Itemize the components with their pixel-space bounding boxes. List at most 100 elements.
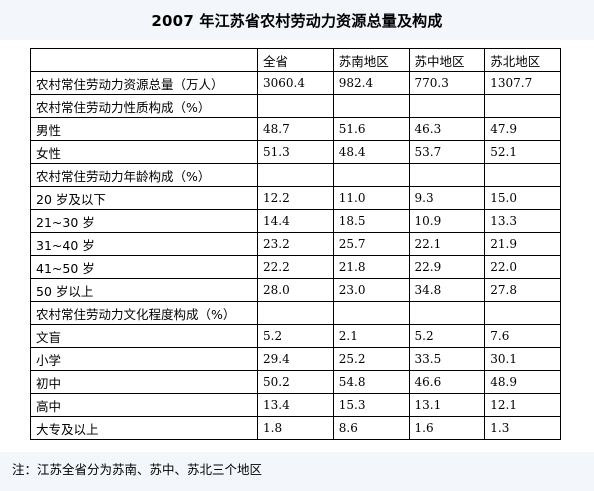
value-cell: 13.1 <box>408 393 486 417</box>
data-table: 全省 苏南地区 苏中地区 苏北地区 农村常住劳动力资源总量（万人） 3060.4 9… <box>30 48 561 440</box>
row-label-cell: 高中 <box>30 393 258 417</box>
row-label-cell: 大专及以上 <box>30 416 258 440</box>
value-cell <box>257 163 334 187</box>
value-cell: 22.1 <box>408 232 486 256</box>
row-label-cell: 农村常住劳动力资源总量（万人） <box>30 71 258 95</box>
value-cell: 46.3 <box>408 117 486 141</box>
value-cell: 11.0 <box>332 186 410 210</box>
title-band <box>0 0 594 40</box>
table-body: 全省 苏南地区 苏中地区 苏北地区 农村常住劳动力资源总量（万人） 3060.4 9… <box>30 48 561 440</box>
value-cell: 15.3 <box>332 393 410 417</box>
table-row: 41~50 岁 22.2 21.8 22.9 22.0 <box>30 255 561 279</box>
value-cell: 12.2 <box>257 186 334 210</box>
value-cell: 22.0 <box>484 255 561 279</box>
value-cell: 12.1 <box>484 393 561 417</box>
table-row: 高中 13.4 15.3 13.1 12.1 <box>30 393 561 417</box>
value-cell <box>408 301 486 325</box>
table-row: 农村常住劳动力资源总量（万人） 3060.4 982.4 770.3 1307.7 <box>30 71 561 95</box>
value-cell: 3060.4 <box>257 71 334 95</box>
value-cell: 1.8 <box>257 416 334 440</box>
value-cell <box>408 94 486 118</box>
value-cell: 7.6 <box>484 324 561 348</box>
table-row: 农村常住劳动力文化程度构成（%） <box>30 301 561 325</box>
value-cell <box>484 163 561 187</box>
row-label-cell: 21~30 岁 <box>30 209 258 233</box>
value-cell: 13.3 <box>484 209 561 233</box>
value-cell: 15.0 <box>484 186 561 210</box>
table-row: 大专及以上 1.8 8.6 1.6 1.3 <box>30 416 561 440</box>
row-label-cell: 女性 <box>30 140 258 164</box>
value-cell: 33.5 <box>408 347 486 371</box>
value-cell: 22.9 <box>408 255 486 279</box>
value-cell: 48.7 <box>257 117 334 141</box>
value-cell: 5.2 <box>257 324 334 348</box>
value-cell: 51.6 <box>332 117 410 141</box>
value-cell <box>257 301 334 325</box>
value-cell: 1307.7 <box>484 71 561 95</box>
value-cell: 9.3 <box>408 186 486 210</box>
row-label-cell: 50 岁以上 <box>30 278 258 302</box>
value-cell: 770.3 <box>408 71 486 95</box>
value-cell: 13.4 <box>257 393 334 417</box>
table-row: 50 岁以上 28.0 23.0 34.8 27.8 <box>30 278 561 302</box>
value-cell: 23.2 <box>257 232 334 256</box>
value-cell: 21.9 <box>484 232 561 256</box>
value-cell: 50.2 <box>257 370 334 394</box>
table-row: 31~40 岁 23.2 25.7 22.1 21.9 <box>30 232 561 256</box>
row-label-cell: 农村常住劳动力文化程度构成（%） <box>30 301 258 325</box>
row-label-cell: 41~50 岁 <box>30 255 258 279</box>
row-label-cell: 农村常住劳动力年龄构成（%） <box>30 163 258 187</box>
header-cell-north: 苏北地区 <box>484 48 561 72</box>
row-label-cell: 初中 <box>30 370 258 394</box>
value-cell: 8.6 <box>332 416 410 440</box>
value-cell: 27.8 <box>484 278 561 302</box>
header-cell-south: 苏南地区 <box>332 48 410 72</box>
table-row: 初中 50.2 54.8 46.6 48.9 <box>30 370 561 394</box>
value-cell: 1.3 <box>484 416 561 440</box>
value-cell: 2.1 <box>332 324 410 348</box>
value-cell: 47.9 <box>484 117 561 141</box>
row-label-cell: 农村常住劳动力性质构成（%） <box>30 94 258 118</box>
data-table-wrapper: 全省 苏南地区 苏中地区 苏北地区 农村常住劳动力资源总量（万人） 3060.4 9… <box>30 48 561 440</box>
value-cell: 34.8 <box>408 278 486 302</box>
value-cell: 51.3 <box>257 140 334 164</box>
value-cell: 18.5 <box>332 209 410 233</box>
value-cell: 54.8 <box>332 370 410 394</box>
header-cell-corner <box>30 48 258 72</box>
value-cell: 982.4 <box>332 71 410 95</box>
footnote: 注：江苏全省分为苏南、苏中、苏北三个地区 <box>12 462 263 477</box>
value-cell: 25.2 <box>332 347 410 371</box>
value-cell: 22.2 <box>257 255 334 279</box>
table-row: 20 岁及以下 12.2 11.0 9.3 15.0 <box>30 186 561 210</box>
table-row: 农村常住劳动力年龄构成（%） <box>30 163 561 187</box>
value-cell: 52.1 <box>484 140 561 164</box>
table-row: 21~30 岁 14.4 18.5 10.9 13.3 <box>30 209 561 233</box>
value-cell: 25.7 <box>332 232 410 256</box>
value-cell: 46.6 <box>408 370 486 394</box>
table-title: 2007 年江苏省农村劳动力资源总量及构成 <box>151 12 443 30</box>
table-header-row: 全省 苏南地区 苏中地区 苏北地区 <box>30 48 561 72</box>
value-cell <box>408 163 486 187</box>
table-row: 小学 29.4 25.2 33.5 30.1 <box>30 347 561 371</box>
row-label-cell: 31~40 岁 <box>30 232 258 256</box>
value-cell <box>484 301 561 325</box>
note-band <box>0 452 594 491</box>
row-label-cell: 20 岁及以下 <box>30 186 258 210</box>
table-row: 农村常住劳动力性质构成（%） <box>30 94 561 118</box>
value-cell: 1.6 <box>408 416 486 440</box>
value-cell: 5.2 <box>408 324 486 348</box>
table-row: 女性 51.3 48.4 53.7 52.1 <box>30 140 561 164</box>
value-cell <box>484 94 561 118</box>
value-cell: 29.4 <box>257 347 334 371</box>
value-cell: 48.4 <box>332 140 410 164</box>
header-cell-central: 苏中地区 <box>408 48 486 72</box>
value-cell <box>332 163 410 187</box>
value-cell: 14.4 <box>257 209 334 233</box>
value-cell: 28.0 <box>257 278 334 302</box>
value-cell: 10.9 <box>408 209 486 233</box>
value-cell: 30.1 <box>484 347 561 371</box>
row-label-cell: 男性 <box>30 117 258 141</box>
value-cell: 53.7 <box>408 140 486 164</box>
table-row: 男性 48.7 51.6 46.3 47.9 <box>30 117 561 141</box>
row-label-cell: 文盲 <box>30 324 258 348</box>
